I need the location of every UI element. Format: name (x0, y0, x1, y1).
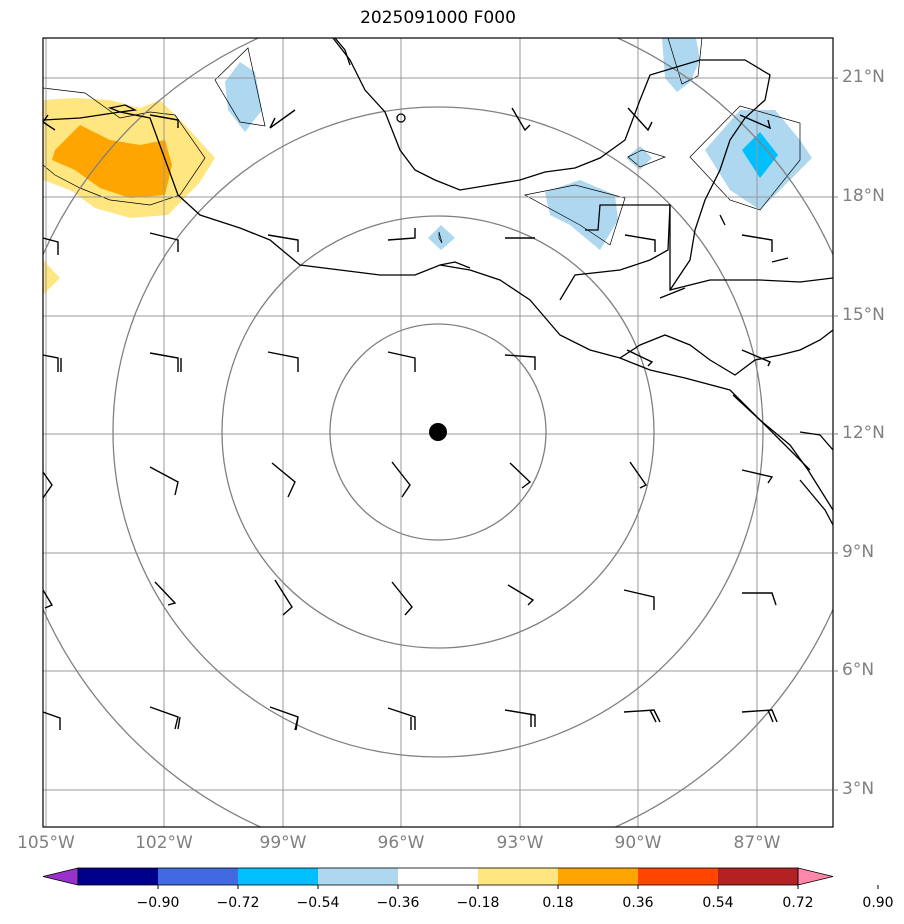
wind-barbs (43, 107, 778, 731)
lon-label-105w: 105°W (17, 833, 75, 853)
colorbar-tick-label: 0.54 (702, 895, 734, 911)
positive-anomaly-region (43, 98, 215, 295)
lon-label-93w: 93°W (496, 833, 544, 853)
storm-center-marker (429, 423, 447, 441)
lat-label-6n: 6°N (842, 660, 875, 680)
lon-label-87w: 87°W (733, 833, 781, 853)
colorbar-segment (558, 868, 638, 885)
colorbar-tick-label: −0.54 (296, 895, 340, 911)
colorbar-tick-label: −0.36 (376, 895, 420, 911)
coastline (43, 38, 833, 526)
gridlines (43, 38, 833, 827)
lon-label-102w: 102°W (135, 833, 193, 853)
axis-ticks (833, 77, 838, 791)
colorbar-segment (78, 868, 158, 885)
lat-label-18n: 18°N (842, 186, 885, 206)
colorbar-segment (398, 868, 478, 885)
lon-label-99w: 99°W (259, 833, 307, 853)
colorbar-tick-label: 0.72 (782, 895, 814, 911)
colorbar-frame (77, 867, 799, 886)
colorbar-tick-label: 0.36 (622, 895, 654, 911)
colorbar-segment (478, 868, 558, 885)
colorbar-tick-label: −0.90 (136, 895, 180, 911)
map-title: 2025091000 F000 (360, 8, 516, 28)
lat-label-15n: 15°N (842, 305, 885, 325)
lat-label-12n: 12°N (842, 423, 885, 443)
lon-label-96w: 96°W (377, 833, 425, 853)
lat-label-3n: 3°N (842, 779, 875, 799)
colorbar-segment (638, 868, 718, 885)
colorbar-segment (158, 868, 238, 885)
colorbar-tick-label: 0.18 (542, 895, 574, 911)
colorbar-tick-label: −0.18 (456, 895, 500, 911)
colorbar-extend-low (42, 867, 79, 886)
lon-label-90w: 90°W (614, 833, 662, 853)
colorbar-segment (238, 868, 318, 885)
colorbar-tick-label: −0.72 (216, 895, 260, 911)
colorbar-extend-high (797, 867, 834, 886)
range-rings (43, 38, 833, 827)
colorbar-tick-label: 0.90 (862, 895, 894, 911)
negative-anomaly-region (225, 38, 812, 250)
contour-lines (43, 38, 801, 246)
colorbar-segment (718, 868, 798, 885)
colorbar-segment (318, 868, 398, 885)
colorbar (42, 867, 879, 889)
lat-label-9n: 9°N (842, 542, 875, 562)
map-frame (42, 37, 834, 828)
lat-label-21n: 21°N (842, 67, 885, 87)
